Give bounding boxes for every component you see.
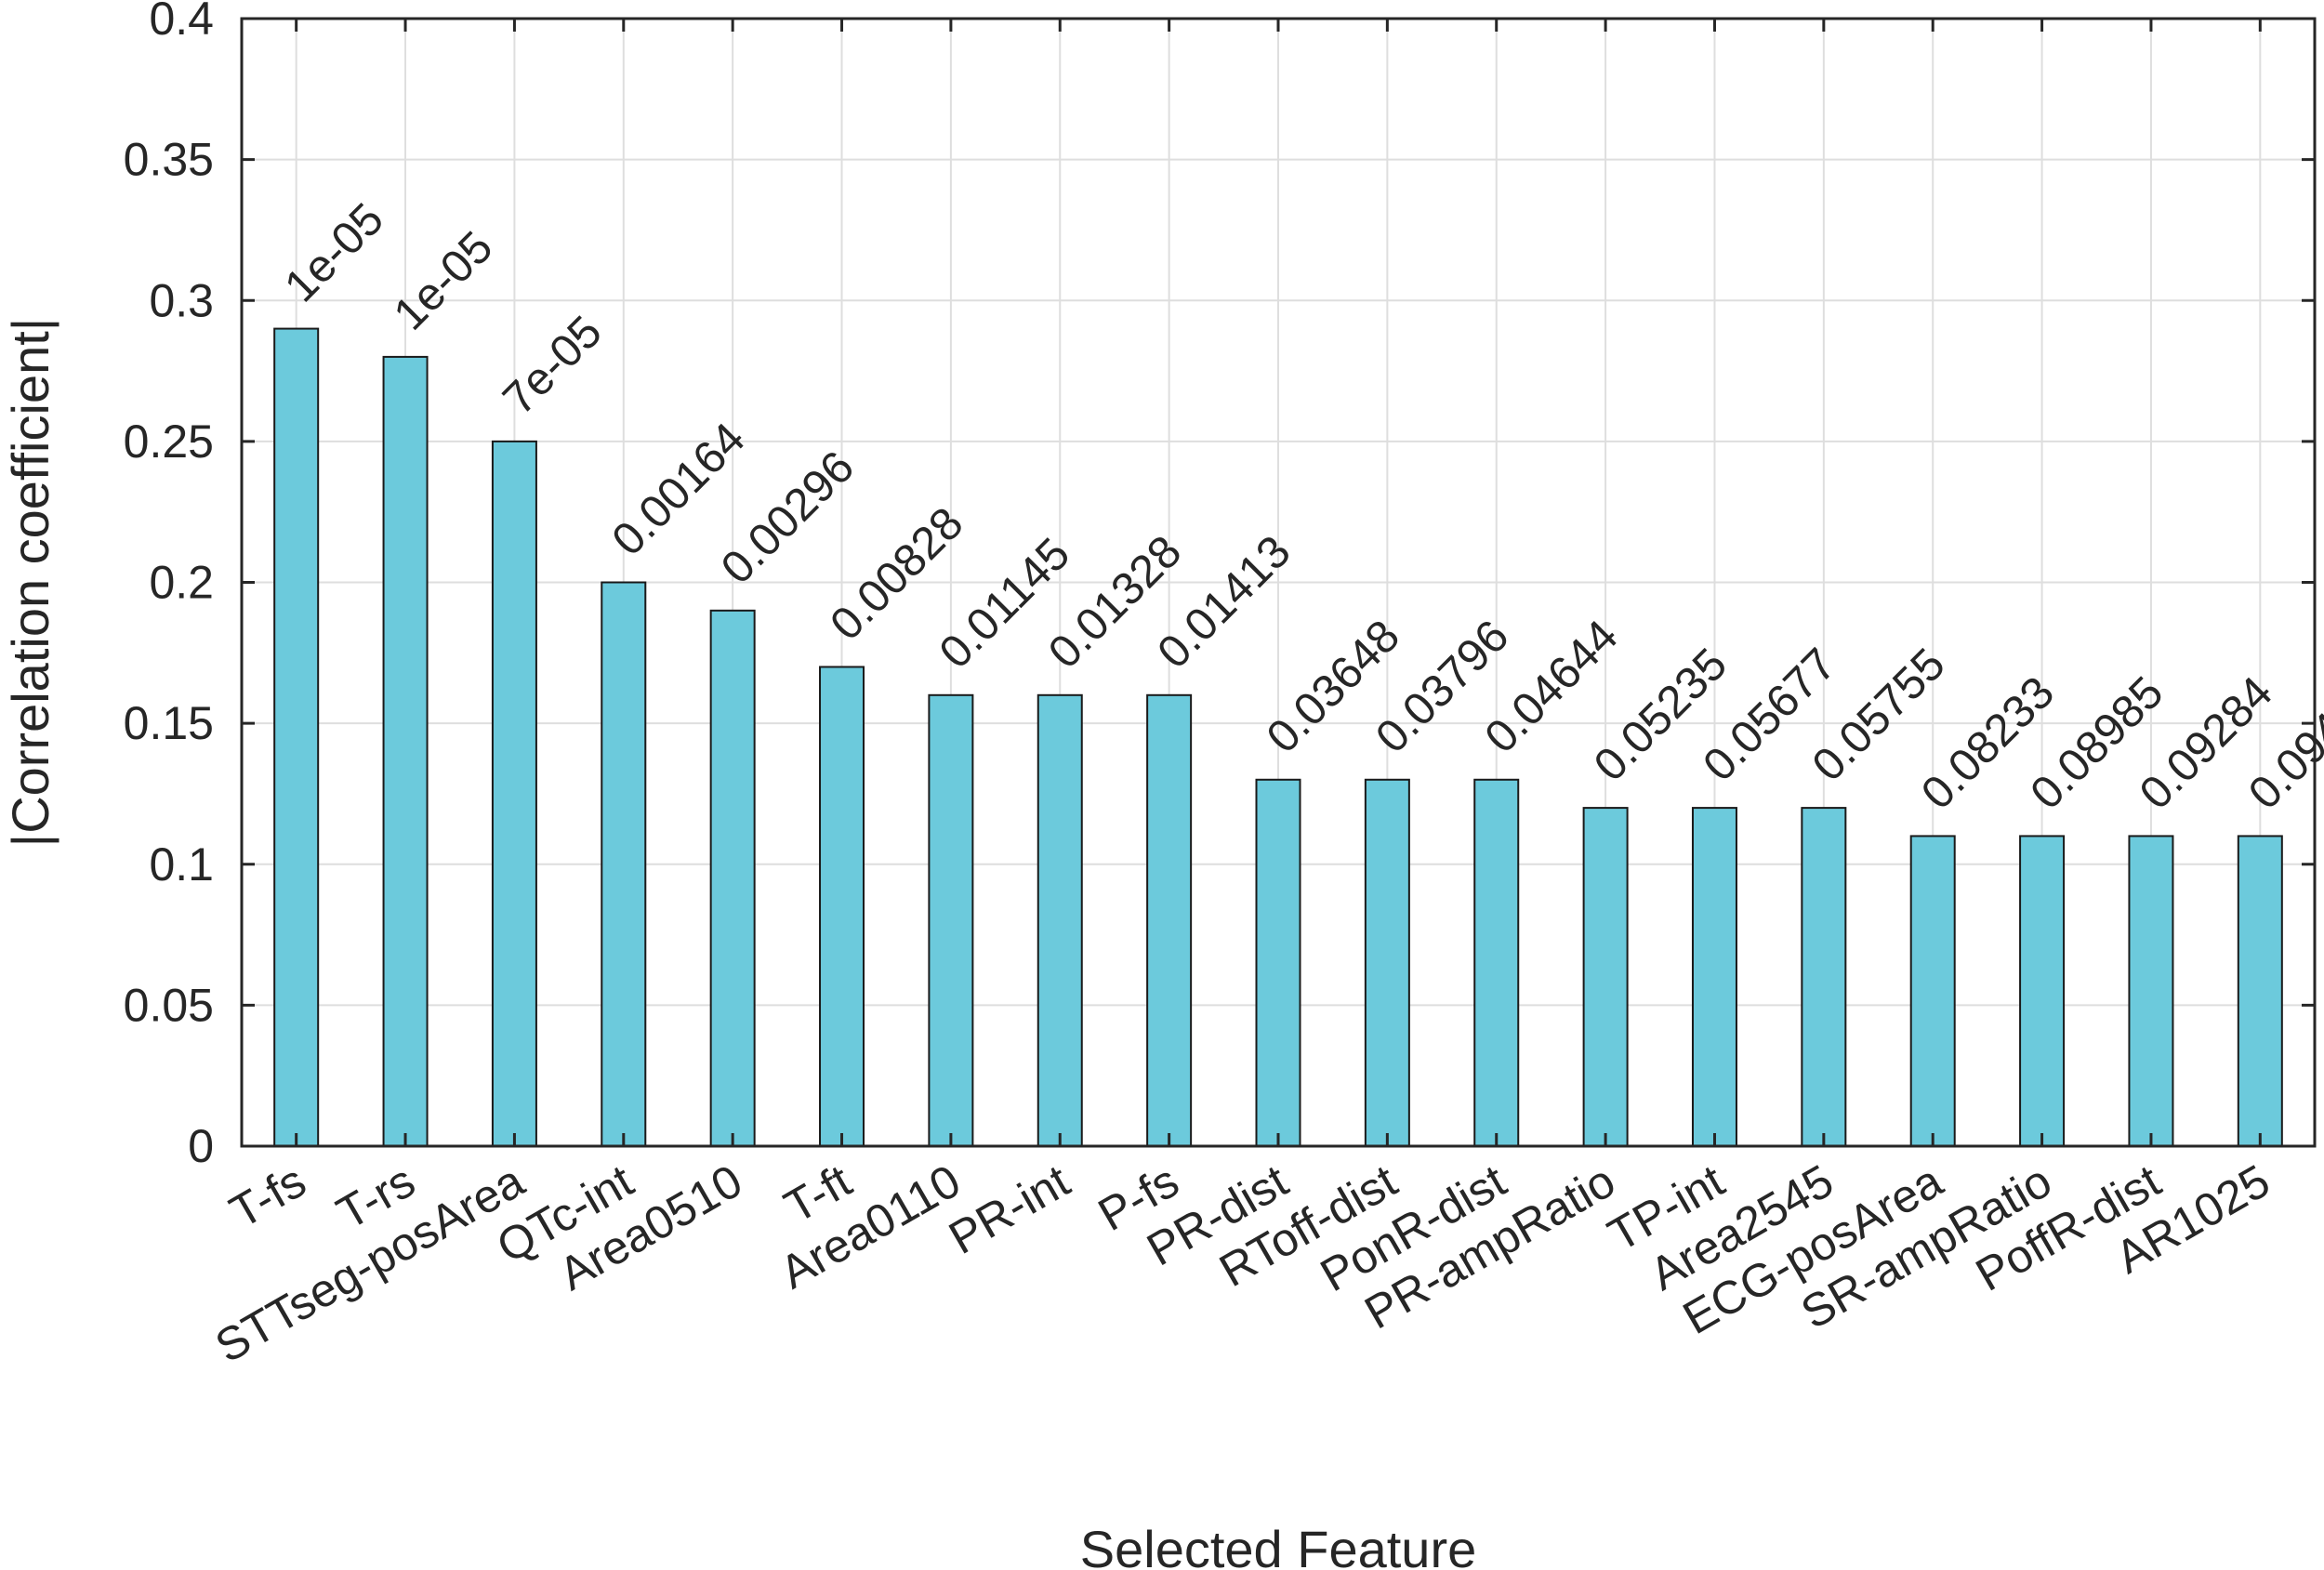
y-tick-label-7: 0.35 <box>124 134 214 186</box>
y-tick-label-0: 0 <box>188 1120 214 1172</box>
bar-PR-ampRatio <box>1582 807 1629 1147</box>
bar-ECG-posArea <box>1909 835 1956 1147</box>
bar-T-ft <box>819 666 865 1147</box>
bar-PR-int <box>1037 693 1083 1147</box>
x-axis-label: Selected Feature <box>1080 1520 1476 1570</box>
y-axis-label: |Correlation coefficient| <box>1 318 59 848</box>
bar-Area0110 <box>928 693 974 1147</box>
bar-Area0510 <box>709 609 756 1147</box>
y-tick-label-1: 0.05 <box>124 979 214 1031</box>
bar-value-label-T-fs: 1e-05 <box>275 194 393 312</box>
bar-PoffR-dist <box>2128 835 2174 1147</box>
y-axis-ticks: 0 0.05 0.1 0.15 0.2 0.25 0.3 0.35 0.4 <box>124 0 2315 1172</box>
bar-STTseg-posArea <box>491 440 537 1147</box>
x-tick-label-PR-int: PR-int <box>940 1154 1077 1264</box>
bar-PonR-dist <box>1473 778 1520 1148</box>
bar-QTc-int <box>601 581 647 1147</box>
bars <box>273 327 2283 1148</box>
bar-P-fs <box>1146 693 1193 1147</box>
bar-Area2545 <box>1801 807 1847 1147</box>
bar-value-label-T-rs: 1e-05 <box>385 222 503 340</box>
bar-PR-dist <box>1255 778 1301 1148</box>
plot-frame <box>240 17 2317 1148</box>
bar-T-rs <box>382 355 429 1147</box>
x-tick-label-T-fs: T-fs <box>221 1154 314 1238</box>
y-tick-label-5: 0.25 <box>124 416 214 468</box>
y-tick-label-2: 0.1 <box>149 838 214 891</box>
y-tick-label-3: 0.15 <box>124 697 214 749</box>
bar-RToff-dist <box>1364 778 1410 1148</box>
y-tick-label-4: 0.2 <box>149 557 214 609</box>
bar-AR1025 <box>2237 835 2283 1147</box>
y-tick-label-8: 0.4 <box>149 0 214 45</box>
bar-T-fs <box>273 327 320 1147</box>
bar-value-label-STTseg-posArea: 7e-05 <box>494 307 612 425</box>
bar-value-labels: 1e-051e-057e-050.001640.002960.008280.01… <box>275 194 2324 820</box>
bar-SR-ampRatio <box>2019 835 2066 1147</box>
bar-TP-int <box>1691 807 1737 1147</box>
y-tick-label-6: 0.3 <box>149 274 214 326</box>
